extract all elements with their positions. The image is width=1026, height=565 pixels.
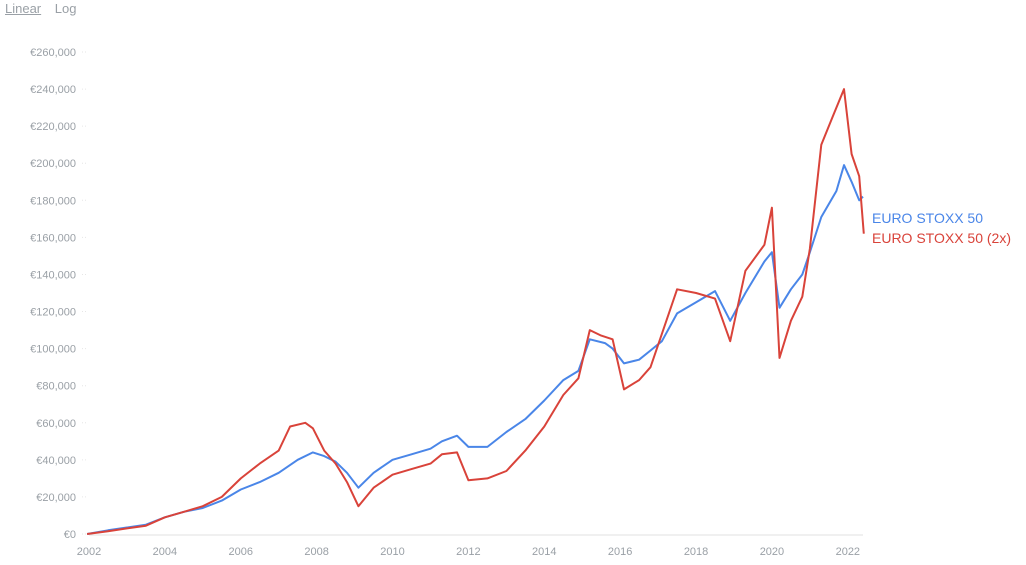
x-tick-label: 2018 [684, 546, 708, 558]
x-tick-label: 2004 [153, 546, 177, 558]
series-line-euro-stoxx-50 [86, 164, 864, 535]
legend-label-euro-stoxx-50-2x: EURO STOXX 50 (2x) [872, 230, 1011, 246]
y-tick-label: €0 [64, 529, 76, 541]
y-tick-label: €220,000 [30, 121, 76, 133]
y-tick-label: €20,000 [36, 492, 76, 504]
linear-scale-button[interactable]: Linear [5, 1, 42, 16]
y-tick-label: €180,000 [30, 195, 76, 207]
log-scale-button[interactable]: Log [54, 1, 77, 16]
y-tick-label: €200,000 [30, 158, 76, 170]
legend: EURO STOXX 50 EURO STOXX 50 (2x) [872, 210, 1011, 246]
y-axis-ticks: €0 €20,000 €40,000 €60,000 €80,000 €100,000 €1… [30, 47, 76, 541]
series-line-euro-stoxx-50-2x [86, 88, 865, 535]
y-tick-label: €120,000 [30, 307, 76, 319]
y-tick-label: €240,000 [30, 84, 76, 96]
y-tick-label: €100,000 [30, 344, 76, 356]
x-tick-label: 2020 [760, 546, 784, 558]
scale-toggle: Linear Log [5, 1, 86, 16]
y-tick-label: €80,000 [36, 381, 76, 393]
x-tick-label: 2008 [304, 546, 328, 558]
x-tick-label: 2002 [77, 546, 101, 558]
series-lines [86, 88, 865, 535]
x-axis-ticks: 2002 2004 2006 2008 2010 2012 2014 2016 2018 2020… [77, 546, 860, 558]
x-tick-label: 2012 [456, 546, 480, 558]
x-tick-label: 2016 [608, 546, 632, 558]
y-tick-label: €260,000 [30, 47, 76, 59]
y-tick-label: €40,000 [36, 455, 76, 467]
x-tick-label: 2006 [229, 546, 253, 558]
y-tick-label: €140,000 [30, 269, 76, 281]
gridlines [82, 51, 863, 536]
y-tick-label: €160,000 [30, 232, 76, 244]
x-tick-label: 2022 [836, 546, 860, 558]
y-tick-label: €60,000 [36, 418, 76, 430]
x-tick-label: 2014 [532, 546, 556, 558]
x-tick-label: 2010 [380, 546, 404, 558]
legend-label-euro-stoxx-50: EURO STOXX 50 [872, 210, 983, 226]
